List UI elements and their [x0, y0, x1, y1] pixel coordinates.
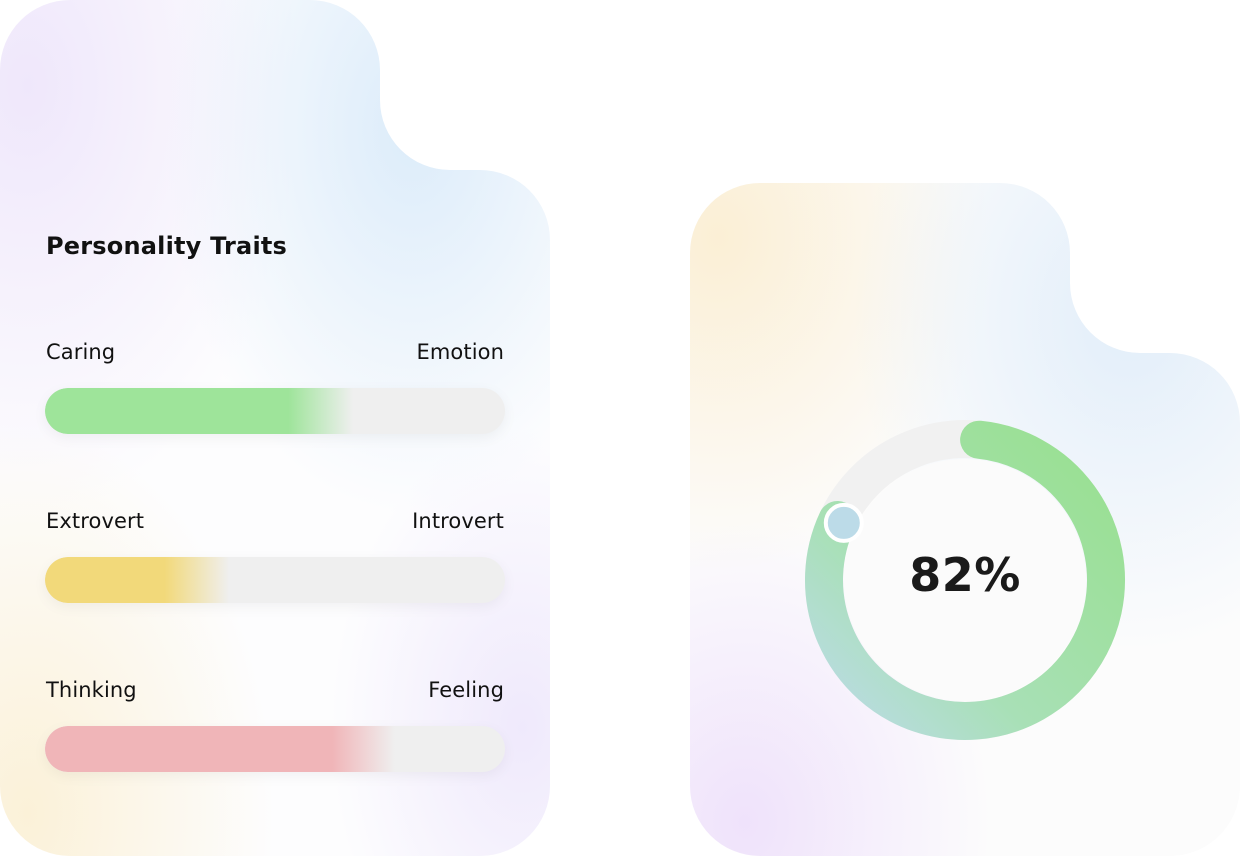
percent-value: 82% [909, 548, 1021, 602]
trait-bar-fill [45, 726, 395, 772]
trait-right-label-feeling: Feeling [428, 678, 504, 702]
trait-bar-caring[interactable] [45, 388, 505, 434]
trait-right-label-emotion: Emotion [416, 340, 504, 364]
trait-left-label-thinking: Thinking [46, 678, 137, 702]
trait-bar-extrovert[interactable] [45, 557, 505, 603]
trait-bar-fill [45, 557, 229, 603]
trait-right-label-introvert: Introvert [412, 509, 504, 533]
progress-ring-knob[interactable] [823, 502, 864, 543]
card-title: Personality Traits [46, 232, 288, 260]
progress-ring-arc [805, 420, 1125, 740]
progress-ring-center [844, 459, 1086, 701]
trait-left-label-caring: Caring [46, 340, 116, 364]
trait-bar-thinking[interactable] [45, 726, 505, 772]
trait-left-label-extrovert: Extrovert [46, 509, 145, 533]
trait-bar-fill [45, 388, 354, 434]
